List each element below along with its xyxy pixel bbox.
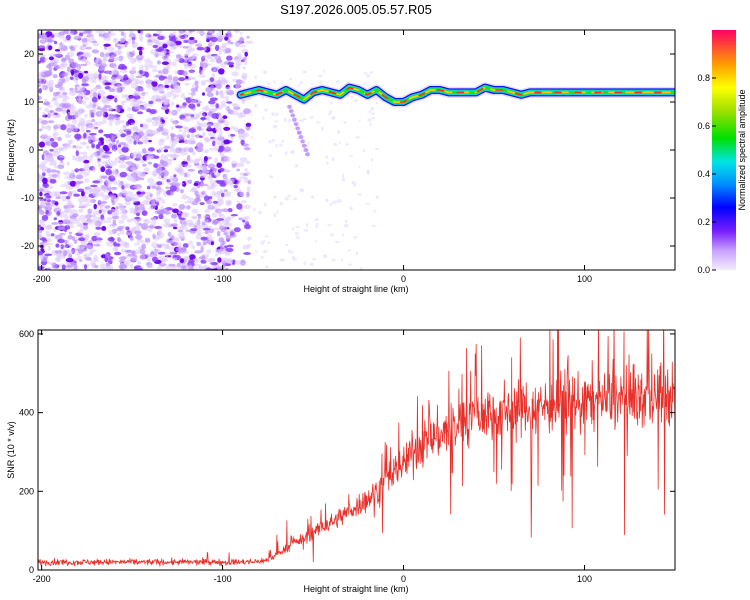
spectrogram-x-tick-label: 0 — [401, 274, 406, 284]
spectrogram-noise-layer — [38, 30, 380, 270]
spectrogram-x-label: Height of straight line (km) — [303, 284, 408, 294]
spectrogram-y-tick-label: 10 — [24, 97, 34, 107]
spectrogram-y-axis: -20 -10 0 10 20 — [21, 49, 675, 251]
figure-title: S197.2026.005.05.57.R05 — [280, 2, 432, 17]
snr-frame — [37, 329, 676, 571]
colorbar-tick-label: 0.2 — [697, 217, 710, 227]
snr-y-tick-label: 600 — [19, 329, 34, 339]
colorbar-gradient — [712, 30, 736, 270]
spectrogram-tone-trace — [235, 82, 675, 108]
colorbar-tick-label: 0.8 — [697, 73, 710, 83]
snr-y-axis: 0 200 400 600 — [19, 329, 675, 575]
colorbar-label: Normalized spectral amplitude — [737, 89, 747, 210]
spectrogram-x-tick-label: -100 — [214, 274, 232, 284]
spectrogram-plot-area — [38, 30, 675, 270]
snr-x-tick-label: 0 — [401, 574, 406, 584]
spectrogram-x-tick-label: 100 — [577, 274, 592, 284]
spectrogram-y-tick-label: -20 — [21, 241, 34, 251]
snr-panel: -200 -100 0 100 0 200 400 600 Height of straig… — [6, 329, 676, 594]
snr-y-tick-label: 0 — [29, 565, 34, 575]
snr-x-tick-label: -200 — [33, 574, 51, 584]
colorbar-ticks: 0.0 0.2 0.4 0.6 0.8 — [697, 73, 716, 275]
snr-x-tick-label: -100 — [214, 574, 232, 584]
spectrogram-y-label: Frequency (Hz) — [6, 119, 16, 181]
snr-x-tick-label: 100 — [577, 574, 592, 584]
colorbar: 0.0 0.2 0.4 0.6 0.8 Normalized spectral ampl… — [697, 30, 747, 275]
snr-y-tick-label: 400 — [19, 408, 34, 418]
snr-x-axis: -200 -100 0 100 — [33, 330, 592, 584]
spectrogram-y-tick-label: -10 — [21, 193, 34, 203]
colorbar-tick-label: 0.0 — [697, 265, 710, 275]
snr-x-label: Height of straight line (km) — [303, 584, 408, 594]
snr-y-label: SNR (10 * v/v) — [6, 421, 16, 479]
colorbar-tick-label: 0.6 — [697, 121, 710, 131]
spectrogram-x-axis: -200 -100 0 100 — [33, 30, 592, 284]
spectrogram-x-tick-label: -200 — [33, 274, 51, 284]
spectrogram-y-tick-label: 20 — [24, 49, 34, 59]
snr-plot-area — [38, 330, 675, 570]
snr-y-tick-label: 200 — [19, 486, 34, 496]
colorbar-tick-label: 0.4 — [697, 169, 710, 179]
spectrogram-y-tick-label: 0 — [29, 145, 34, 155]
snr-series-line — [38, 330, 675, 567]
